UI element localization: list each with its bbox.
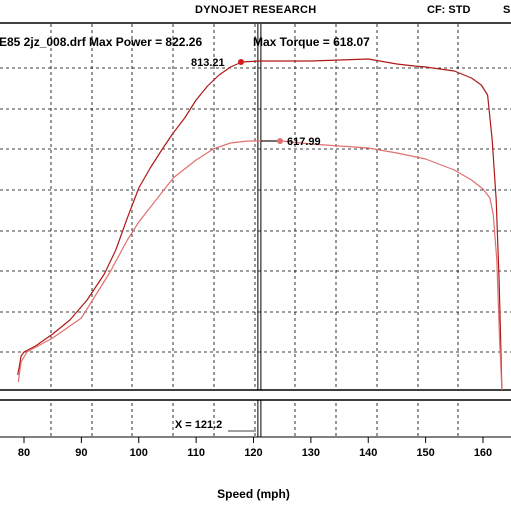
correction-factor-extra: S: [503, 4, 511, 16]
x-tick-label: 80: [18, 447, 30, 459]
x-tick-label: 110: [187, 447, 205, 459]
torque-readout: 617.99: [287, 136, 321, 148]
x-tick-label: 90: [75, 447, 87, 459]
run-info-torque: Max Torque = 618.07: [253, 35, 370, 49]
torque-marker: [277, 138, 283, 144]
x-tick-label: 120: [244, 447, 262, 459]
chart-header: DYNOJET RESEARCH CF: STD S: [0, 0, 511, 20]
run-info: E85 2jz_008.drf Max Power = 822.26 Max To…: [0, 35, 370, 49]
power-readout: 813.21: [191, 57, 225, 69]
x-tick-label: 100: [130, 447, 148, 459]
power-curve: [17, 58, 503, 391]
correction-factor-label: CF: STD: [427, 4, 471, 16]
chart-title: DYNOJET RESEARCH: [195, 4, 317, 16]
power-marker: [238, 59, 244, 65]
x-tick-label: 150: [416, 447, 434, 459]
x-tick-label: 140: [359, 447, 377, 459]
run-info-power: E85 2jz_008.drf Max Power = 822.26: [0, 35, 203, 49]
x-tick-label: 130: [302, 447, 320, 459]
cursor-x-readout: X = 121.2: [175, 419, 222, 431]
x-tick-label: 160: [474, 447, 492, 459]
x-axis-label: Speed (mph): [217, 487, 290, 501]
torque-curve: [17, 140, 503, 391]
